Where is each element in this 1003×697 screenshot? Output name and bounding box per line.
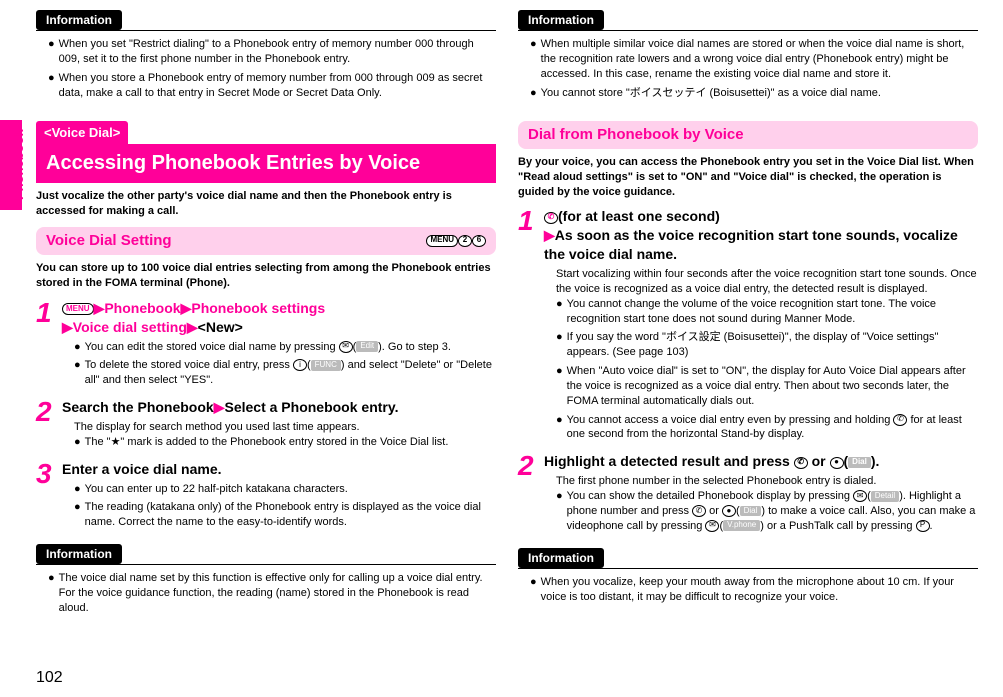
step-title: ✆(for at least one second) ▶As soon as t…: [544, 207, 978, 264]
softkey-edit: Edit: [356, 341, 378, 352]
call-key-icon: ✆: [794, 457, 808, 469]
band-desc: You can store up to 100 voice dial entri…: [36, 261, 496, 291]
section-tag: <Voice Dial>: [36, 121, 128, 145]
softkey-dial: Dial: [848, 457, 871, 468]
info-header: Information: [36, 544, 122, 564]
i-key-icon: i: [293, 359, 307, 371]
step-detail: Start vocalizing within four seconds aft…: [556, 267, 978, 297]
info-item: When you set "Restrict dialing" to a Pho…: [59, 37, 494, 67]
call-key-icon: ✆: [893, 414, 907, 426]
step-number: 1: [36, 299, 62, 392]
info-item: You cannot store "ボイスセッテイ (Boisusettei)"…: [541, 86, 881, 101]
step-detail: You cannot change the volume of the voic…: [567, 297, 978, 327]
menu-key-icon: MENU: [62, 303, 94, 315]
info-box-top-right: Information ●When multiple similar voice…: [518, 10, 978, 113]
step-2-right: 2 Highlight a detected result and press …: [518, 452, 978, 537]
step-detail: If you say the word "ボイス設定 (Boisusettei)…: [567, 330, 978, 360]
step-detail: The reading (katakana only) of the Phone…: [85, 500, 496, 530]
mail-key-icon: ✉: [853, 490, 867, 502]
step-detail: The display for search method you used l…: [74, 420, 496, 435]
section-lead: By your voice, you can access the Phoneb…: [518, 155, 978, 200]
info-header: Information: [518, 548, 604, 568]
call-key-icon: ✆: [692, 505, 706, 517]
step-detail: When "Auto voice dial" is set to "ON", t…: [567, 364, 978, 409]
info-header: Information: [36, 10, 122, 30]
step-title: Highlight a detected result and press ✆ …: [544, 452, 978, 471]
step-number: 3: [36, 460, 62, 534]
info-body: ●When multiple similar voice dial names …: [518, 30, 978, 112]
step-1: 1 MENU▶Phonebook▶Phonebook settings ▶Voi…: [36, 299, 496, 392]
softkey-vphone: V.phone: [723, 520, 760, 531]
band-title: Dial from Phonebook by Voice: [528, 125, 744, 145]
step-detail: You can enter up to 22 half-pitch kataka…: [85, 482, 348, 497]
step-3: 3 Enter a voice dial name. ●You can ente…: [36, 460, 496, 534]
step-title: Enter a voice dial name.: [62, 460, 496, 479]
section-title: Accessing Phonebook Entries by Voice: [36, 144, 496, 183]
step-detail: You can edit the stored voice dial name …: [85, 340, 451, 355]
mail-key-icon: ✉: [705, 520, 719, 532]
step-number: 2: [518, 452, 544, 537]
step-detail: You can show the detailed Phonebook disp…: [567, 489, 978, 534]
step-number: 2: [36, 398, 62, 454]
page-columns: Information ●When you set "Restrict dial…: [36, 10, 983, 628]
right-column: Information ●When multiple similar voice…: [518, 10, 978, 628]
mail-key-icon: ✉: [339, 341, 353, 353]
step-detail: You cannot access a voice dial entry eve…: [567, 413, 978, 443]
step-number: 1: [518, 207, 544, 446]
sub-section-band: Voice Dial Setting MENU26: [36, 227, 496, 255]
center-key-icon: ●: [722, 505, 736, 517]
info-body: ●When you set "Restrict dialing" to a Ph…: [36, 30, 496, 112]
step-1-right: 1 ✆(for at least one second) ▶As soon as…: [518, 207, 978, 446]
menu-key-icon: MENU: [426, 235, 458, 247]
step-detail: The first phone number in the selected P…: [556, 474, 978, 489]
info-item: When multiple similar voice dial names a…: [541, 37, 976, 82]
info-header: Information: [518, 10, 604, 30]
info-box-top-left: Information ●When you set "Restrict dial…: [36, 10, 496, 113]
info-item: The voice dial name set by this function…: [59, 571, 494, 616]
side-tab-label: Phonebook: [10, 129, 28, 200]
left-column: Information ●When you set "Restrict dial…: [36, 10, 496, 628]
info-item: When you vocalize, keep your mouth away …: [541, 575, 976, 605]
info-box-bottom-right: Information ●When you vocalize, keep you…: [518, 548, 978, 617]
call-key-icon: ✆: [544, 212, 558, 224]
step-title: MENU▶Phonebook▶Phonebook settings ▶Voice…: [62, 299, 496, 337]
softkey-func: FUNC: [311, 360, 341, 371]
key-2-icon: 2: [458, 235, 472, 247]
info-item: When you store a Phonebook entry of memo…: [59, 71, 494, 101]
section-lead: Just vocalize the other party's voice di…: [36, 189, 496, 219]
softkey-dial: Dial: [740, 506, 762, 517]
p-key-icon: P: [916, 520, 930, 532]
step-detail: The "★" mark is added to the Phonebook e…: [85, 435, 449, 450]
step-title: Search the Phonebook▶Select a Phonebook …: [62, 398, 496, 417]
sub-section-band: Dial from Phonebook by Voice: [518, 121, 978, 149]
band-keys: MENU26: [426, 234, 486, 248]
info-box-bottom-left: Information ●The voice dial name set by …: [36, 544, 496, 628]
info-body: ●The voice dial name set by this functio…: [36, 564, 496, 628]
step-detail: To delete the stored voice dial entry, p…: [85, 358, 496, 388]
key-6-icon: 6: [472, 235, 486, 247]
softkey-detail: Detail: [871, 491, 899, 502]
band-title: Voice Dial Setting: [46, 231, 172, 251]
step-2: 2 Search the Phonebook▶Select a Phoneboo…: [36, 398, 496, 454]
section-header: <Voice Dial> Accessing Phonebook Entries…: [36, 121, 496, 184]
info-body: ●When you vocalize, keep your mouth away…: [518, 568, 978, 617]
page-number: 102: [36, 667, 63, 689]
center-key-icon: ●: [830, 457, 844, 469]
